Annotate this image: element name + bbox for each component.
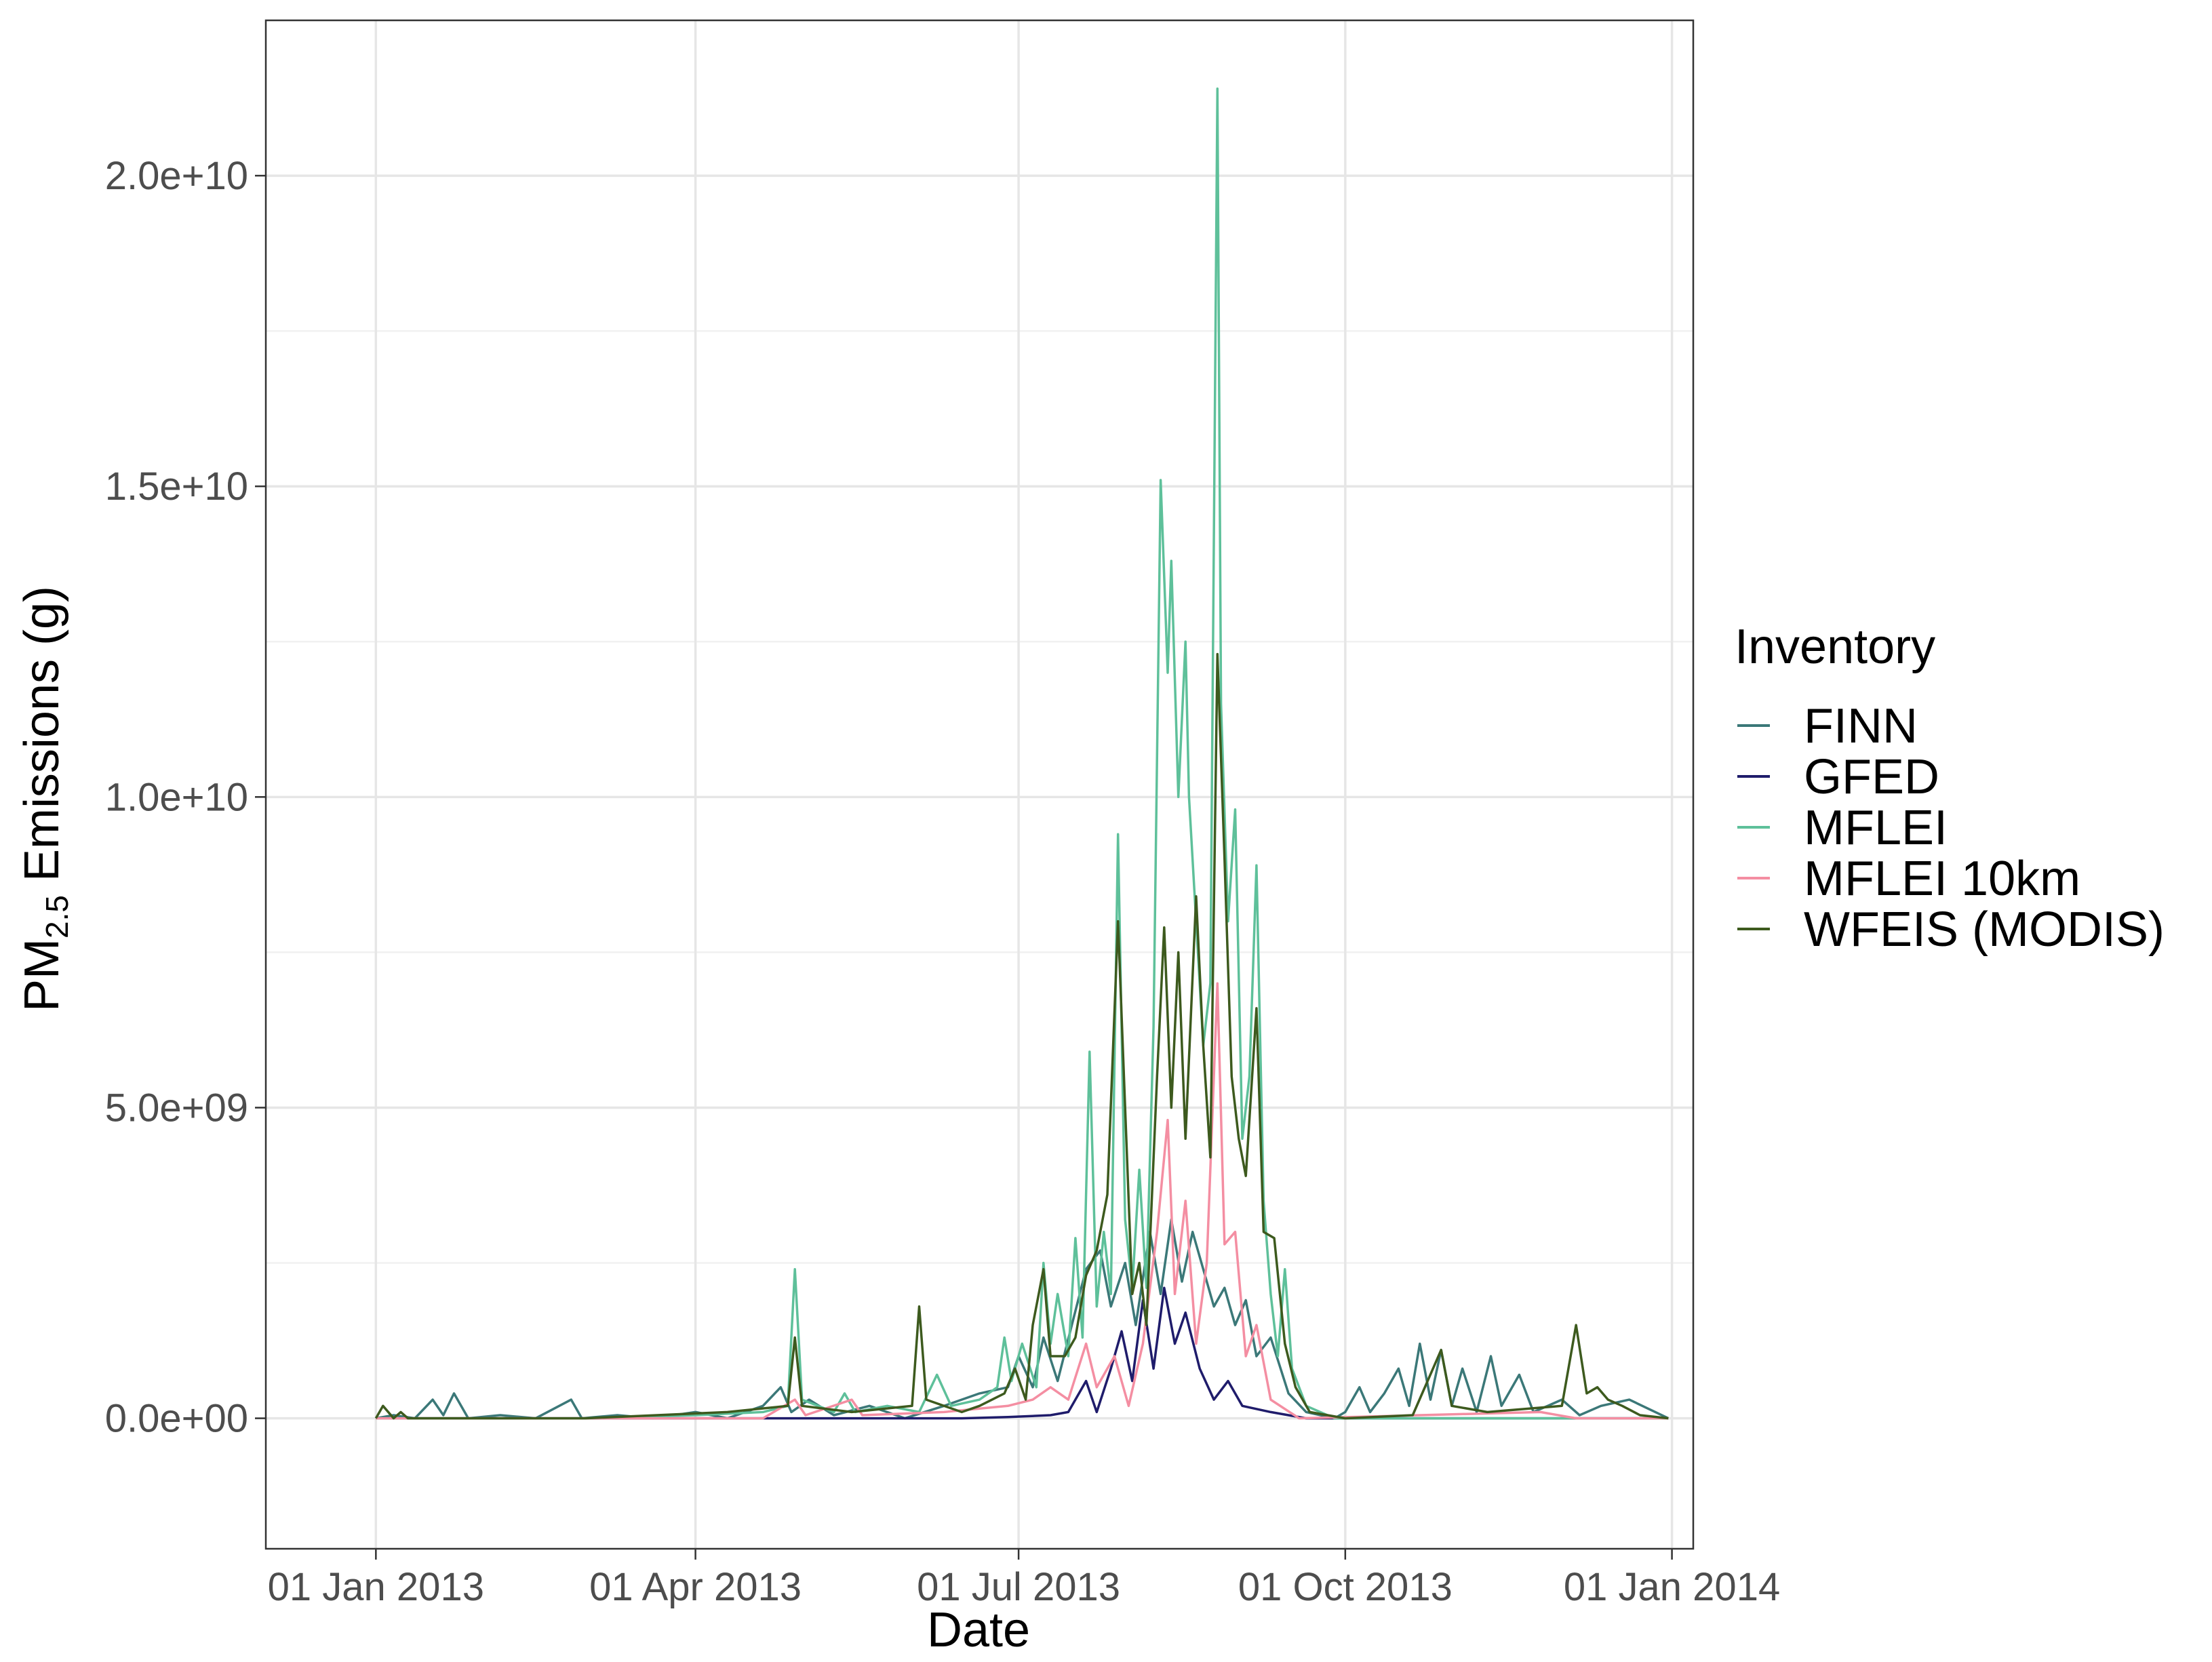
y-axis-title-subscript: 2.5 bbox=[39, 895, 75, 938]
series-line-mflei-10km bbox=[376, 982, 1669, 1420]
legend-label-wfeis-modis: WFEIS (MODIS) bbox=[1804, 903, 2165, 957]
legend-label-gfed: GFED bbox=[1804, 750, 1939, 804]
y-tick-label: 1.5e+10 bbox=[105, 464, 248, 509]
y-axis: 0.0e+00 5.0e+09 1.0e+10 1.5e+10 2.0e+10 bbox=[105, 154, 266, 1441]
x-tick-label: 01 Apr 2013 bbox=[589, 1565, 802, 1609]
series-line-gfed bbox=[376, 1286, 1669, 1420]
legend-label-mflei-10km: MFLEI 10km bbox=[1804, 852, 2080, 906]
x-tick-label: 01 Jan 2014 bbox=[1564, 1565, 1780, 1609]
x-tick-label: 01 Oct 2013 bbox=[1238, 1565, 1453, 1609]
legend-label-mflei: MFLEI bbox=[1804, 801, 1948, 855]
x-axis: 01 Jan 2013 01 Apr 2013 01 Jul 2013 01 Oct … bbox=[268, 1549, 1780, 1609]
legend-label-finn: FINN bbox=[1804, 699, 1918, 753]
plot-panel-border bbox=[264, 19, 1695, 1550]
y-axis-title: PM2.5 Emissions (g) bbox=[15, 586, 75, 1012]
y-tick-label: 1.0e+10 bbox=[105, 775, 248, 819]
legend-title: Inventory bbox=[1735, 620, 1935, 674]
y-tick-label: 0.0e+00 bbox=[105, 1397, 248, 1441]
y-axis-title-prefix: PM bbox=[15, 938, 69, 1012]
x-tick-label: 01 Jan 2013 bbox=[268, 1565, 484, 1609]
y-axis-title-suffix: Emissions (g) bbox=[15, 586, 69, 895]
series-lines bbox=[374, 87, 1670, 1420]
series-line-mflei bbox=[376, 87, 1669, 1420]
series-line-wfeis-modis bbox=[374, 652, 1669, 1420]
x-tick-label: 01 Jul 2013 bbox=[917, 1565, 1120, 1609]
y-tick-label: 5.0e+09 bbox=[105, 1086, 248, 1130]
x-axis-title: Date bbox=[927, 1603, 1030, 1657]
gridlines bbox=[266, 20, 1693, 1549]
y-tick-label: 2.0e+10 bbox=[105, 154, 248, 198]
